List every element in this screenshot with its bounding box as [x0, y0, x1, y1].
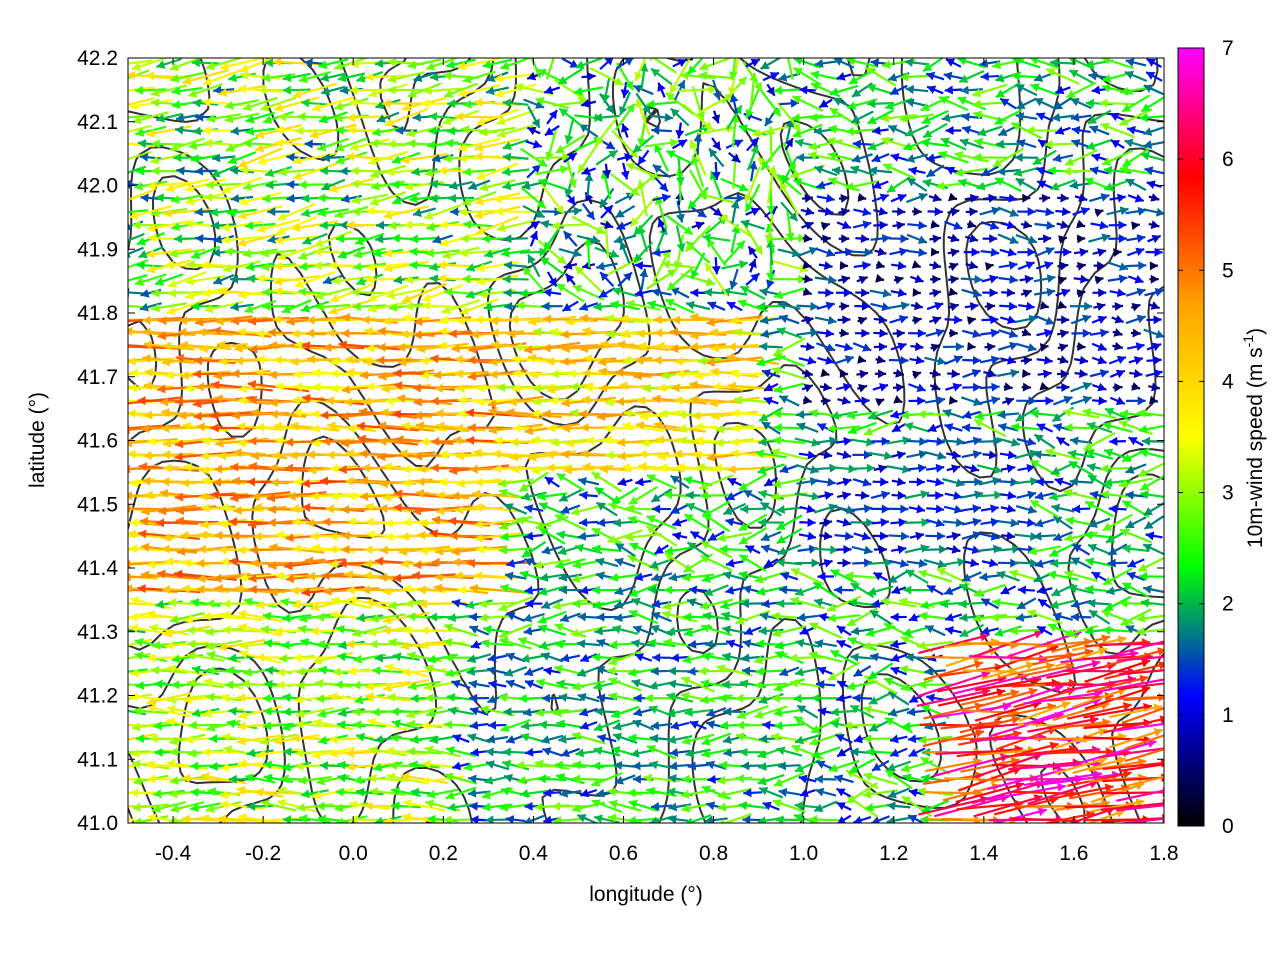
colorbar-tick-label: 6	[1222, 148, 1234, 171]
colorbar-gradient	[1178, 48, 1204, 826]
colorbar: 0 1 2 3 4 5 6 7 10m-wind speed (m s-1)	[1178, 37, 1267, 838]
colorbar-tick-label: 4	[1222, 370, 1234, 393]
y-tick-label: 41.7	[77, 366, 118, 389]
x-tick-label: 1.6	[1059, 842, 1088, 865]
y-tick-label: 41.8	[77, 302, 118, 325]
y-tick-label: 42.2	[77, 47, 118, 70]
y-axis-label: latitude (°)	[26, 392, 49, 488]
x-tick-label: 0.2	[429, 842, 458, 865]
y-tick-label: 42.1	[77, 111, 118, 134]
colorbar-tick-label: 7	[1222, 37, 1234, 60]
colorbar-tick-label: 0	[1222, 815, 1234, 838]
x-axis-label: longitude (°)	[589, 883, 702, 906]
colorbar-tick-label: 2	[1222, 593, 1234, 616]
y-tick-label: 41.9	[77, 238, 118, 261]
x-tick-label: 0.6	[609, 842, 638, 865]
y-tick-label: 41.5	[77, 493, 118, 516]
colorbar-label-superscript: -1	[1240, 335, 1256, 348]
colorbar-label: 10m-wind speed (m s-1)	[1240, 328, 1267, 548]
y-tick-label: 41.2	[77, 685, 118, 708]
colorbar-tick-label: 1	[1222, 704, 1234, 727]
x-tick-label: -0.2	[245, 842, 281, 865]
y-tick-label: 42.0	[77, 175, 118, 198]
y-tick-label: 41.6	[77, 430, 118, 453]
x-tick-label: 0.4	[519, 842, 549, 865]
x-tick-label: 0.0	[339, 842, 368, 865]
x-tick-label: 1.4	[969, 842, 999, 865]
x-tick-label: -0.4	[155, 842, 192, 865]
y-tick-label: 41.0	[77, 812, 118, 835]
colorbar-tick-label: 3	[1222, 482, 1234, 505]
x-tick-label: 1.2	[879, 842, 908, 865]
y-tick-label: 41.4	[77, 557, 118, 580]
colorbar-label-main: 10m-wind speed (m s	[1244, 347, 1267, 548]
x-tick-label: 1.0	[789, 842, 818, 865]
y-tick-label: 41.1	[77, 748, 118, 771]
y-tick-label: 41.3	[77, 621, 118, 644]
x-tick-label: 1.8	[1149, 842, 1178, 865]
x-tick-label: 0.8	[699, 842, 728, 865]
colorbar-label-close: )	[1244, 328, 1267, 335]
colorbar-tick-label: 5	[1222, 259, 1234, 282]
